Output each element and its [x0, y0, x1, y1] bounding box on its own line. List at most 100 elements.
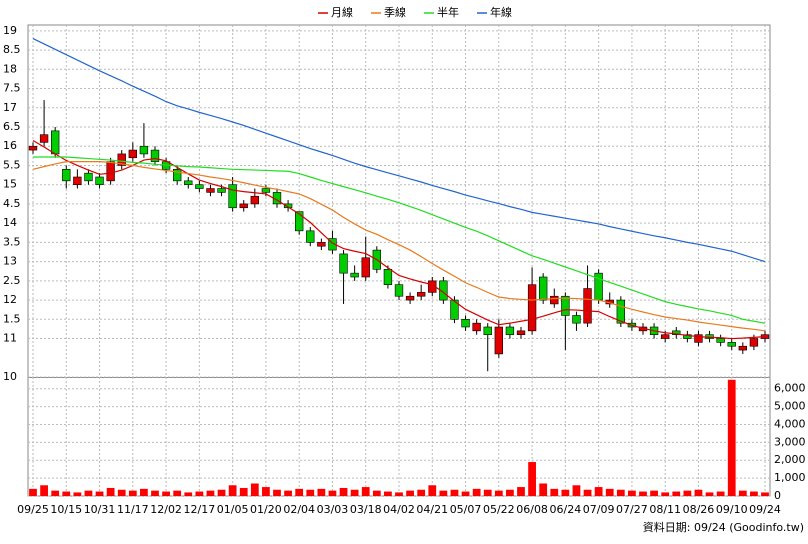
- candle-body: [383, 269, 393, 285]
- candle-body: [505, 326, 515, 335]
- footer: 資料日期: 09/24 (Goodinfo.tw): [643, 520, 804, 534]
- y-tick-label: 10: [3, 370, 17, 383]
- candle-body: [173, 169, 182, 182]
- candle-body: [184, 180, 193, 185]
- x-tick-label: 03/18: [350, 503, 382, 516]
- volume-bar: [384, 491, 392, 496]
- candle-body: [73, 176, 82, 185]
- volume-bar: [417, 489, 426, 496]
- candle-body: [339, 253, 348, 274]
- volume-bar: [284, 490, 292, 496]
- legend-label: 半年: [437, 5, 459, 19]
- volume-bar: [494, 490, 503, 496]
- volume-bar: [727, 379, 736, 496]
- volume-bar: [173, 490, 182, 496]
- y2-tick-label: 2,000: [774, 453, 806, 466]
- candle-body: [683, 334, 692, 339]
- volume-bar: [439, 490, 448, 496]
- volume-bar: [428, 485, 437, 496]
- volume-bar: [517, 487, 525, 496]
- volume-bar: [539, 483, 548, 496]
- candle-body: [84, 172, 93, 182]
- candle-body: [361, 257, 370, 278]
- legend-label: 季線: [384, 5, 406, 19]
- y-tick-label: 6.5: [3, 120, 21, 133]
- y2-tick-label: 1,000: [774, 471, 806, 484]
- candle-body: [350, 272, 359, 278]
- candle-body: [261, 188, 271, 193]
- volume-bar: [184, 492, 193, 496]
- candle-body: [672, 330, 681, 335]
- candle-body: [217, 188, 226, 193]
- candle-body: [660, 334, 670, 339]
- x-tick-label: 01/05: [217, 503, 249, 516]
- candle-body: [550, 295, 559, 305]
- y-tick-label: 8.5: [3, 43, 21, 56]
- volume-bar: [328, 490, 337, 496]
- candle-body: [39, 134, 49, 143]
- candle-body: [538, 276, 548, 301]
- y2-tick-label: 4,000: [774, 417, 806, 430]
- x-tick-label: 04/21: [416, 503, 448, 516]
- y-tick-label: 5.5: [3, 158, 21, 171]
- candle-body: [439, 280, 448, 301]
- y-tick-label: 1.5: [3, 312, 21, 325]
- candle-body: [616, 299, 625, 324]
- candle-body: [450, 299, 459, 320]
- x-tick-label: 08/11: [649, 503, 681, 516]
- y2-tick-label: 0: [774, 489, 781, 502]
- y-tick-label: 13: [3, 255, 17, 268]
- candle-body: [306, 230, 315, 243]
- x-tick-label: 09/10: [716, 503, 748, 516]
- volume-bar: [550, 488, 559, 496]
- candle-body: [50, 130, 60, 155]
- candle-body: [28, 145, 38, 151]
- volume-bar: [317, 488, 326, 496]
- volume-bar: [106, 487, 115, 496]
- volume-bar: [339, 487, 348, 496]
- candle-body: [561, 295, 570, 316]
- volume-bar: [128, 490, 137, 496]
- candle-body: [106, 161, 115, 182]
- x-tick-label: 09/25: [17, 503, 49, 516]
- y-tick-label: 7.5: [3, 82, 21, 95]
- candle-body: [328, 238, 337, 251]
- candle-body: [228, 184, 237, 209]
- candle-body: [250, 195, 260, 205]
- candle-body: [472, 322, 481, 332]
- x-tick-label: 09/24: [749, 503, 781, 516]
- volume-bar: [84, 490, 93, 496]
- x-tick-label: 10/15: [50, 503, 82, 516]
- volume-bar: [639, 491, 647, 496]
- volume-bar: [750, 491, 758, 496]
- volume-bar: [51, 490, 60, 496]
- x-tick-label: 02/04: [283, 503, 315, 516]
- volume-bar: [506, 489, 514, 496]
- y-tick-label: 16: [3, 139, 17, 152]
- x-tick-label: 12/17: [184, 503, 216, 516]
- y-tick-label: 4.5: [3, 197, 21, 210]
- y-tick-label: 3.5: [3, 235, 21, 248]
- ma-line: [32, 37, 766, 263]
- ma-line: [32, 139, 766, 340]
- volume-bar: [628, 490, 636, 496]
- candle-body: [317, 242, 326, 247]
- volume-bar: [29, 488, 37, 496]
- candle-body: [117, 153, 126, 166]
- volume-bar: [95, 491, 104, 496]
- y-tick-label: 17: [3, 101, 17, 114]
- legend-label: 月線: [331, 5, 353, 19]
- volume-bar: [195, 491, 204, 496]
- volume-bar: [228, 485, 237, 496]
- candle-body: [572, 315, 581, 324]
- candle-body: [239, 203, 248, 209]
- x-tick-label: 07/09: [583, 503, 615, 516]
- volume-bar: [406, 490, 414, 496]
- x-tick-label: 07/27: [616, 503, 648, 516]
- volume-bar: [528, 462, 536, 496]
- volume-bar: [217, 489, 226, 496]
- candle-body: [128, 149, 138, 159]
- candle-body: [583, 288, 592, 324]
- volume-bar: [350, 489, 359, 496]
